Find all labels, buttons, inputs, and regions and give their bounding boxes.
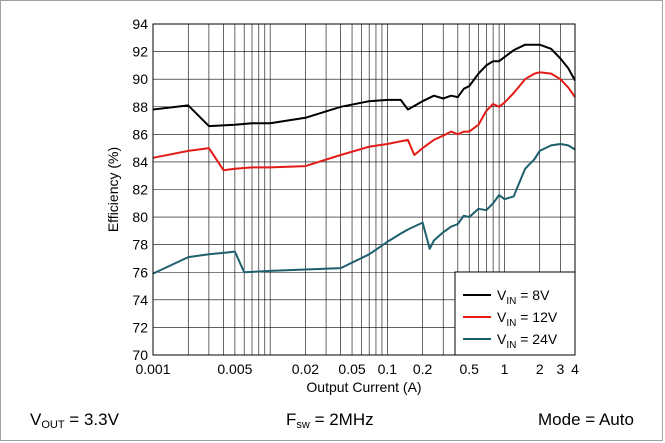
x-tick-label: 3: [556, 361, 564, 377]
legend-label-vin24: VIN = 24V: [497, 331, 558, 351]
series-lines: [152, 43, 576, 275]
x-tick-label: 0.005: [217, 361, 252, 377]
x-tick-label: 0.2: [413, 361, 433, 377]
y-tick-label: 84: [132, 154, 148, 170]
x-tick-label: 0.5: [459, 361, 479, 377]
y-axis-label: Efficiency (%): [105, 147, 121, 232]
series-line-vin24: [152, 143, 576, 275]
legend-box: [454, 271, 576, 356]
series-line-vin8: [152, 43, 576, 128]
y-tick-label: 82: [132, 182, 148, 198]
y-tick-label: 78: [132, 237, 148, 253]
x-tick-label: 0.02: [292, 361, 319, 377]
y-tick-label: 76: [132, 264, 148, 280]
x-tick-label: 2: [536, 361, 544, 377]
x-tick-label: 4: [571, 361, 579, 377]
x-tick-label: 0.1: [378, 361, 398, 377]
y-tick-label: 74: [132, 292, 148, 308]
y-tick-label: 90: [132, 71, 148, 87]
y-tick-label: 80: [132, 209, 148, 225]
y-tick-labels: 70 72 74 76 78 80 82 84 86 88 90 92 94: [132, 16, 148, 363]
condition-fsw: Fsw = 2MHz: [286, 410, 374, 431]
legend-label-vin12: VIN = 12V: [497, 309, 558, 329]
x-axis-label: Output Current (A): [306, 379, 421, 395]
y-tick-label: 88: [132, 99, 148, 115]
y-tick-label: 92: [132, 44, 148, 60]
x-tick-label: 0.05: [338, 361, 365, 377]
x-tick-label: 1: [501, 361, 509, 377]
plot-border: [152, 23, 576, 356]
condition-mode: Mode = Auto: [538, 410, 634, 429]
legend-label-vin8: VIN = 8V: [497, 287, 550, 307]
x-tick-label: 0.001: [135, 361, 170, 377]
series-line-vin12: [152, 71, 576, 172]
condition-vout: VOUT = 3.3V: [30, 410, 119, 431]
y-tick-label: 94: [132, 16, 148, 32]
y-tick-label: 86: [132, 126, 148, 142]
y-tick-label: 70: [132, 347, 148, 363]
y-tick-label: 72: [132, 319, 148, 335]
x-tick-labels: 0.001 0.005 0.02 0.05 0.1 0.2 0.5 1 2 3 4: [135, 361, 579, 377]
